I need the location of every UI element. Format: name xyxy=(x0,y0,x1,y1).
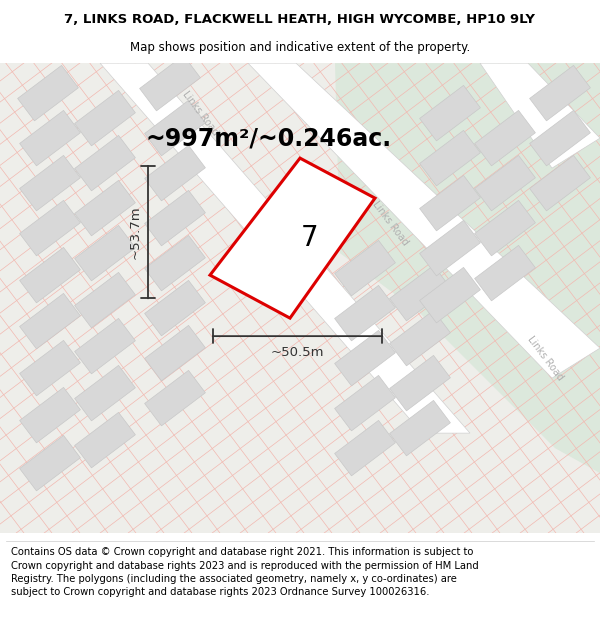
Text: Contains OS data © Crown copyright and database right 2021. This information is : Contains OS data © Crown copyright and d… xyxy=(11,548,479,597)
Polygon shape xyxy=(335,376,395,431)
Polygon shape xyxy=(20,156,80,211)
Polygon shape xyxy=(335,241,395,296)
Polygon shape xyxy=(530,66,590,121)
Polygon shape xyxy=(475,156,535,211)
Polygon shape xyxy=(145,146,205,201)
Polygon shape xyxy=(210,158,375,318)
Polygon shape xyxy=(20,341,80,396)
Polygon shape xyxy=(475,246,535,301)
Polygon shape xyxy=(419,86,481,141)
Polygon shape xyxy=(20,201,80,256)
Polygon shape xyxy=(335,63,600,473)
Text: ~53.7m: ~53.7m xyxy=(128,205,142,259)
Polygon shape xyxy=(389,311,451,366)
Polygon shape xyxy=(74,136,136,191)
Polygon shape xyxy=(475,201,535,256)
Polygon shape xyxy=(145,236,205,291)
Polygon shape xyxy=(419,176,481,231)
Polygon shape xyxy=(20,388,80,443)
Polygon shape xyxy=(140,56,200,111)
Polygon shape xyxy=(20,293,80,349)
Text: 7: 7 xyxy=(301,224,319,252)
Polygon shape xyxy=(480,63,600,168)
Polygon shape xyxy=(20,248,80,303)
Polygon shape xyxy=(17,66,79,121)
Polygon shape xyxy=(74,91,136,146)
Polygon shape xyxy=(335,421,395,476)
Polygon shape xyxy=(100,63,470,433)
Polygon shape xyxy=(74,412,136,468)
Text: 7, LINKS ROAD, FLACKWELL HEATH, HIGH WYCOMBE, HP10 9LY: 7, LINKS ROAD, FLACKWELL HEATH, HIGH WYC… xyxy=(65,12,536,26)
Polygon shape xyxy=(335,331,395,386)
Polygon shape xyxy=(145,281,205,336)
Text: Links Road: Links Road xyxy=(370,199,410,248)
Polygon shape xyxy=(419,221,481,276)
Polygon shape xyxy=(74,272,136,328)
Text: Links Road: Links Road xyxy=(180,89,220,138)
Text: Map shows position and indicative extent of the property.: Map shows position and indicative extent… xyxy=(130,41,470,54)
Polygon shape xyxy=(74,181,136,236)
Polygon shape xyxy=(145,191,205,246)
Text: ~50.5m: ~50.5m xyxy=(271,346,324,359)
Polygon shape xyxy=(335,286,395,341)
Polygon shape xyxy=(389,356,451,411)
Polygon shape xyxy=(389,401,451,456)
Polygon shape xyxy=(419,131,481,186)
Polygon shape xyxy=(145,326,205,381)
Polygon shape xyxy=(74,366,136,421)
Polygon shape xyxy=(419,268,481,323)
Polygon shape xyxy=(74,318,136,374)
Text: ~997m²/~0.246ac.: ~997m²/~0.246ac. xyxy=(145,126,391,150)
Polygon shape xyxy=(74,226,136,281)
Polygon shape xyxy=(530,156,590,211)
Polygon shape xyxy=(145,371,205,426)
Polygon shape xyxy=(475,111,535,166)
Polygon shape xyxy=(20,436,80,491)
Polygon shape xyxy=(389,266,451,321)
Polygon shape xyxy=(20,111,80,166)
Polygon shape xyxy=(248,63,600,378)
Polygon shape xyxy=(145,101,205,156)
Polygon shape xyxy=(530,111,590,166)
Text: Links Road: Links Road xyxy=(525,334,565,382)
